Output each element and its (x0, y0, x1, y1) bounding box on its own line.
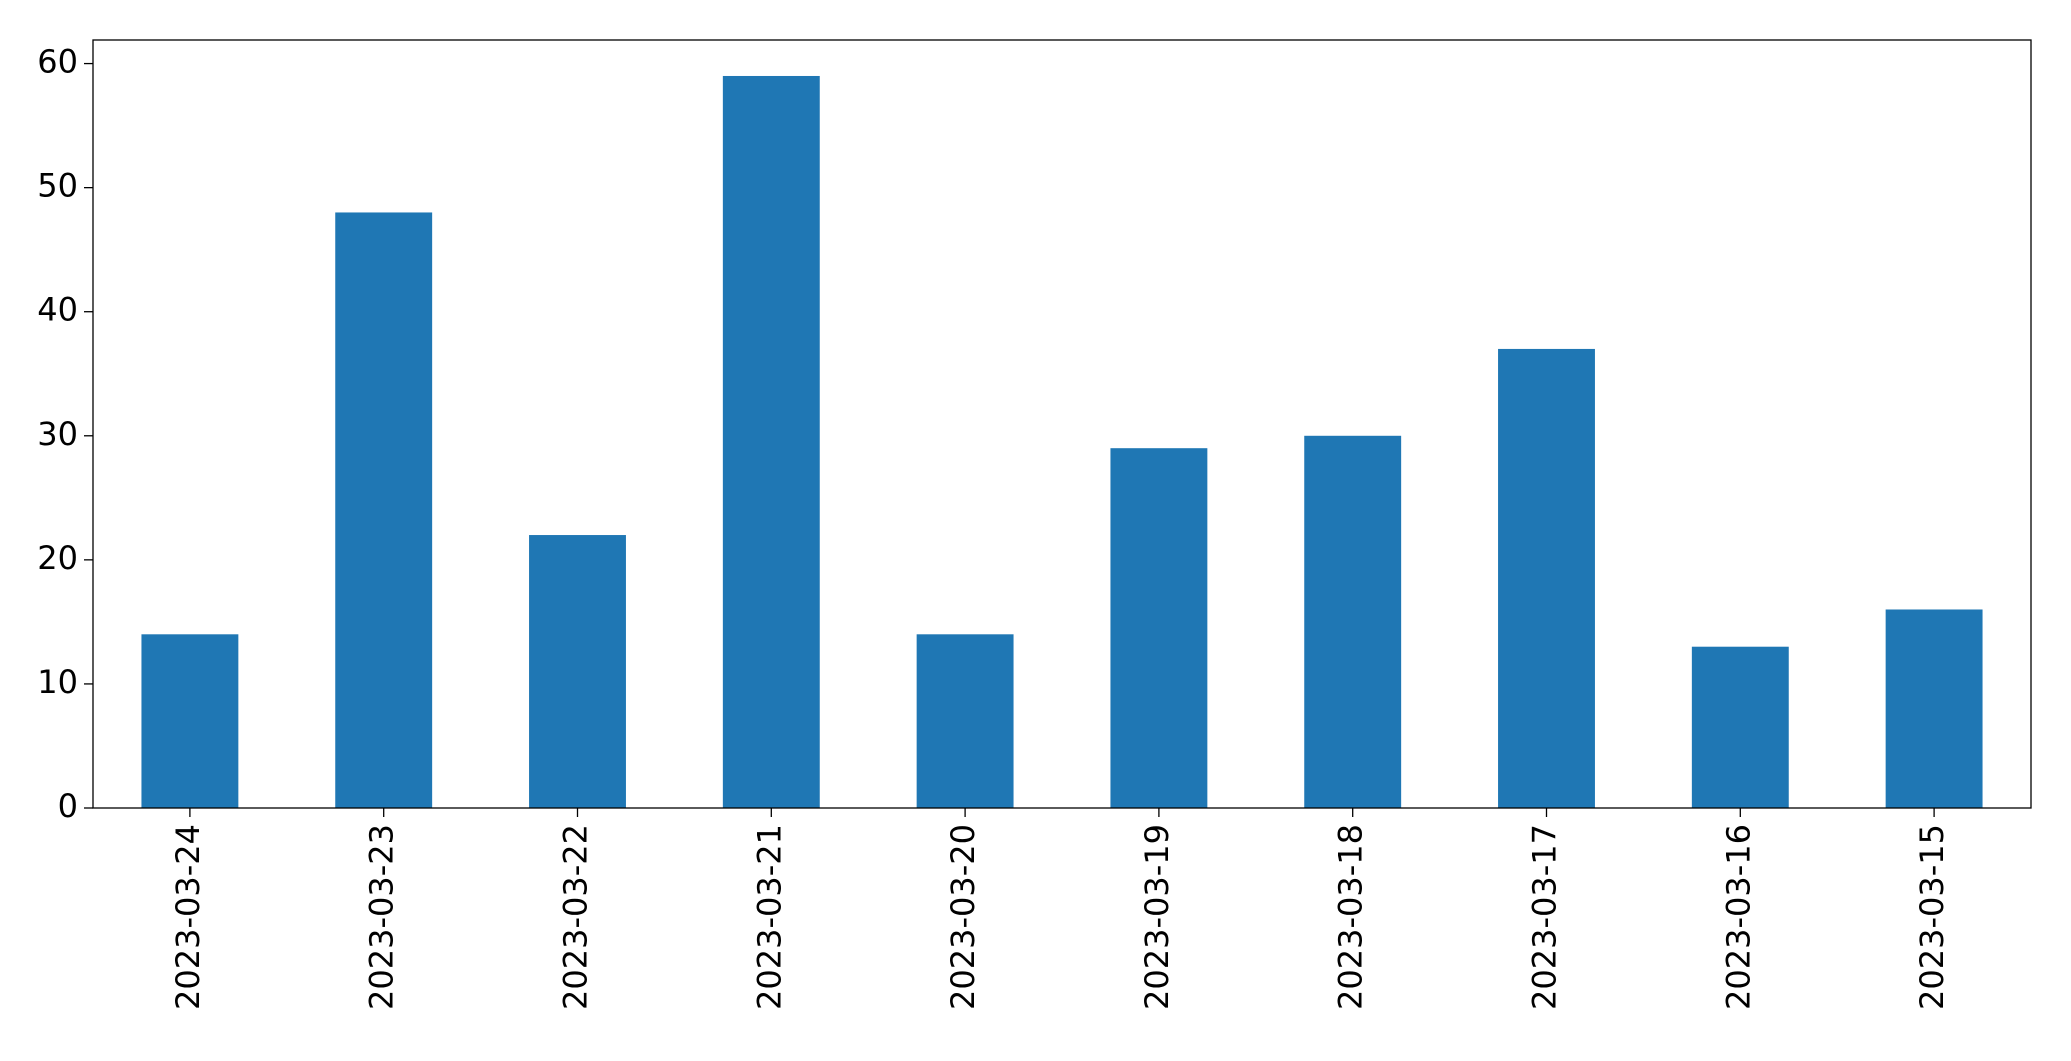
x-tick-label: 2023-03-16 (1719, 824, 1757, 1010)
y-tick-label: 20 (37, 539, 78, 577)
x-tick-label: 2023-03-23 (363, 824, 401, 1010)
bar (141, 634, 239, 808)
y-tick-label: 30 (37, 415, 78, 453)
x-tick-label: 2023-03-22 (557, 824, 595, 1010)
bar (1498, 348, 1595, 808)
x-tick-label: 2023-03-20 (944, 824, 982, 1010)
x-tick-label: 2023-03-18 (1332, 824, 1370, 1010)
x-tick-label: 2023-03-15 (1913, 824, 1951, 1010)
x-tick-label: 2023-03-21 (750, 824, 788, 1010)
y-tick-label: 0 (58, 787, 78, 825)
bar (529, 535, 626, 808)
x-tick-label: 2023-03-19 (1138, 824, 1176, 1010)
x-tick-label: 2023-03-17 (1526, 824, 1564, 1010)
bar (1885, 609, 1983, 808)
y-tick-label: 60 (37, 43, 78, 81)
bar (1691, 646, 1789, 808)
bar (722, 75, 820, 809)
x-tick-label: 2023-03-24 (169, 824, 207, 1010)
bar (916, 634, 1014, 808)
plot-frame (92, 39, 2032, 809)
y-tick-label: 50 (37, 167, 78, 205)
y-tick-label: 40 (37, 291, 78, 329)
bar (335, 212, 433, 808)
y-tick-label: 10 (37, 663, 78, 701)
bar (1110, 448, 1208, 808)
bar (1304, 435, 1402, 808)
